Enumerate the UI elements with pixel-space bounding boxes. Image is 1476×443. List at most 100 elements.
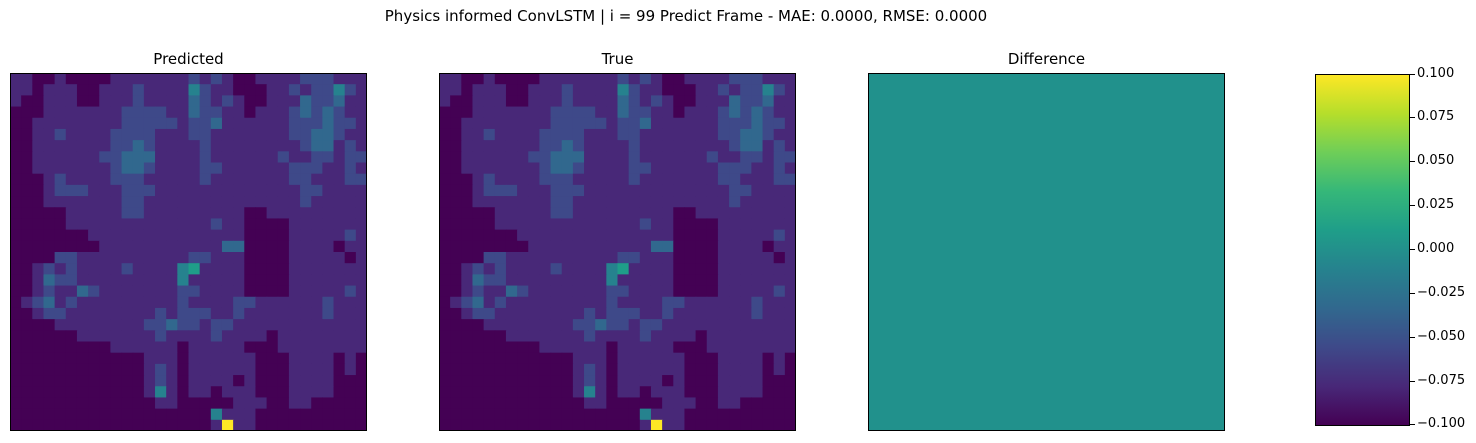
predicted-cell: [333, 173, 346, 186]
predicted-cell: [65, 106, 78, 119]
true-cell: [584, 229, 596, 242]
true-cell: [729, 151, 741, 164]
predicted-cell: [221, 196, 234, 208]
true-cell: [606, 73, 619, 85]
true-cell: [584, 419, 596, 431]
true-cell: [572, 274, 585, 287]
predicted-cell: [210, 397, 223, 410]
predicted-cell: [43, 140, 56, 152]
true-cell: [729, 84, 741, 96]
true-cell: [461, 73, 474, 85]
predicted-cell: [88, 274, 100, 287]
true-cell: [550, 140, 563, 152]
predicted-cell: [99, 397, 112, 410]
true-cell: [717, 95, 730, 108]
true-cell: [784, 363, 796, 376]
predicted-cell: [210, 296, 223, 309]
predicted-cell: [166, 117, 178, 130]
predicted-cell: [143, 386, 156, 399]
true-cell: [740, 218, 752, 231]
true-cell: [762, 73, 775, 85]
predicted-cell: [300, 363, 312, 376]
predicted-cell: [210, 386, 223, 399]
true-cell: [650, 319, 663, 331]
predicted-cell: [311, 140, 323, 152]
predicted-cell: [54, 330, 67, 343]
predicted-cell: [132, 274, 145, 287]
true-cell: [561, 263, 574, 275]
predicted-cell: [266, 307, 279, 320]
predicted-cell: [177, 218, 190, 231]
true-cell: [673, 386, 686, 399]
predicted-cell: [132, 352, 145, 365]
true-cell: [550, 151, 563, 164]
colorbar-tick-label: −0.100: [1417, 416, 1466, 431]
true-cell: [650, 408, 663, 421]
true-cell: [784, 162, 796, 175]
true-cell: [439, 263, 451, 275]
predicted-cell: [355, 274, 367, 287]
predicted-cell: [88, 117, 100, 130]
true-cell: [617, 363, 630, 376]
predicted-cell: [210, 162, 223, 175]
predicted-cell: [65, 263, 78, 275]
true-cell: [539, 397, 552, 410]
true-cell: [528, 117, 541, 130]
predicted-cell: [288, 196, 301, 208]
true-cell: [729, 140, 741, 152]
predicted-cell: [43, 218, 56, 231]
true-cell: [584, 184, 596, 197]
predicted-cell: [344, 207, 357, 220]
true-cell: [472, 375, 485, 387]
true-cell: [439, 408, 451, 421]
predicted-cell: [88, 84, 100, 96]
predicted-cell: [88, 207, 100, 220]
true-cell: [673, 419, 686, 431]
predicted-cell: [143, 274, 156, 287]
predicted-cell: [110, 117, 123, 130]
predicted-cell: [277, 173, 290, 186]
true-cell: [439, 375, 451, 387]
predicted-cell: [54, 117, 67, 130]
true-cell: [639, 363, 652, 376]
predicted-cell: [221, 95, 234, 108]
predicted-cell: [322, 363, 335, 376]
predicted-cell: [88, 173, 100, 186]
predicted-cell: [277, 207, 290, 220]
predicted-cell: [266, 252, 279, 264]
true-cell: [662, 218, 674, 231]
true-cell: [606, 218, 619, 231]
predicted-cell: [177, 307, 190, 320]
true-cell: [650, 397, 663, 410]
true-cell: [561, 285, 574, 298]
true-cell: [717, 307, 730, 320]
predicted-cell: [43, 419, 56, 431]
true-cell: [494, 106, 507, 119]
predicted-cell: [233, 419, 245, 431]
true-cell: [717, 296, 730, 309]
predicted-cell: [199, 240, 212, 253]
predicted-cell: [188, 285, 201, 298]
predicted-cell: [76, 95, 89, 108]
predicted-cell: [155, 419, 167, 431]
true-cell: [450, 386, 462, 399]
true-cell: [617, 128, 630, 141]
predicted-cell: [155, 140, 167, 152]
true-cell: [606, 352, 619, 365]
predicted-cell: [21, 117, 33, 130]
predicted-cell: [311, 84, 323, 96]
predicted-cell: [233, 128, 245, 141]
true-cell: [684, 330, 697, 343]
predicted-cell: [355, 341, 367, 354]
predicted-cell: [266, 207, 279, 220]
true-cell: [662, 106, 674, 119]
true-cell: [539, 363, 552, 376]
predicted-cell: [233, 95, 245, 108]
true-cell: [762, 274, 775, 287]
true-cell: [662, 240, 674, 253]
predicted-cell: [21, 229, 33, 242]
predicted-cell: [76, 73, 89, 85]
predicted-cell: [177, 375, 190, 387]
predicted-cell: [54, 207, 67, 220]
true-cell: [717, 352, 730, 365]
